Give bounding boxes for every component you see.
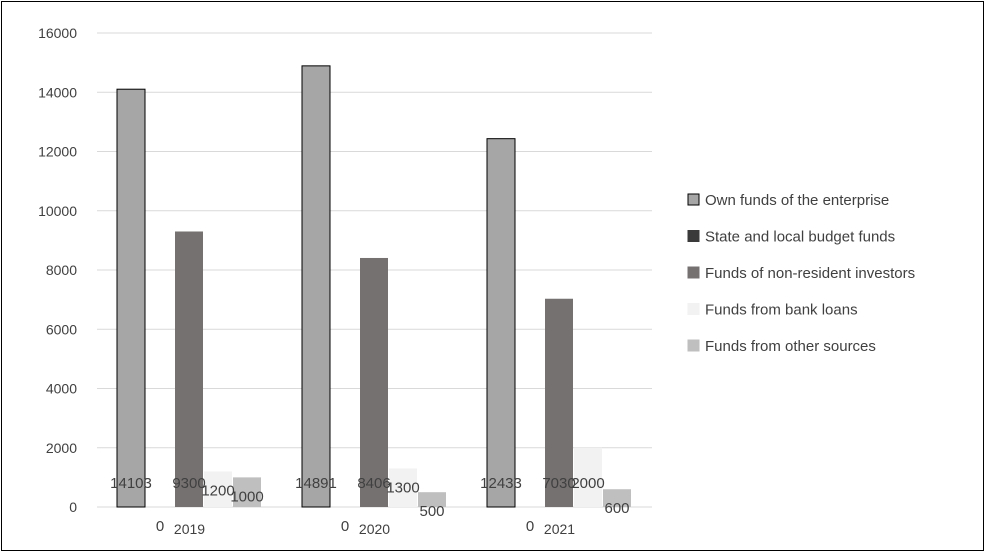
legend-label: Own funds of the enterprise	[705, 192, 889, 209]
bar-2020-2	[360, 257, 388, 507]
x-tick-label: 2021	[544, 521, 575, 537]
bar-2020-4	[418, 492, 446, 507]
bar-2019-2	[175, 231, 203, 508]
data-label: 8406	[357, 475, 390, 492]
y-tick-label: 2000	[46, 440, 77, 456]
legend-label: Funds of non-resident investors	[705, 265, 915, 282]
data-label: 1300	[386, 479, 419, 496]
y-tick-label: 8000	[46, 262, 77, 278]
y-tick-label: 10000	[38, 203, 77, 219]
legend-swatch	[687, 266, 700, 279]
y-tick-label: 4000	[46, 381, 77, 397]
bar-2021-3	[574, 447, 602, 507]
bar-2021-0	[486, 138, 516, 508]
data-label: 1000	[230, 488, 263, 505]
legend-label: Funds from other sources	[705, 338, 876, 355]
legend-swatch	[687, 303, 700, 315]
data-label: 7030	[542, 475, 575, 492]
bars	[116, 65, 631, 508]
bar-2019-4	[233, 477, 261, 507]
y-axis-ticks: 0 2000 4000 6000 8000 10000 12000 14000 16000	[38, 25, 77, 515]
legend-swatch	[687, 230, 700, 242]
data-label: 14103	[110, 475, 152, 492]
bar-2019-0	[116, 88, 146, 508]
data-label: 0	[526, 518, 534, 535]
data-label: 12433	[480, 475, 522, 492]
legend-label: State and local budget funds	[705, 229, 895, 246]
data-label: 9300	[172, 475, 205, 492]
data-label: 600	[604, 500, 629, 517]
data-label: 2000	[571, 475, 604, 492]
x-tick-label: 2020	[359, 521, 390, 537]
bar-2021-2	[545, 298, 573, 507]
legend-swatch	[687, 339, 700, 352]
data-label: 0	[156, 518, 164, 535]
bar-2019-3	[204, 471, 232, 507]
y-tick-label: 14000	[38, 84, 77, 100]
bar-2020-3	[389, 468, 417, 507]
data-label: 0	[341, 518, 349, 535]
legend: Own funds of the enterprise State and loc…	[687, 192, 915, 355]
x-axis-ticks: 2019 2020 2021	[174, 521, 575, 537]
data-label: 500	[419, 503, 444, 520]
x-tick-label: 2019	[174, 521, 205, 537]
bar-2020-0	[301, 65, 331, 508]
legend-label: Funds from bank loans	[705, 302, 858, 319]
y-tick-label: 6000	[46, 321, 77, 337]
y-tick-label: 12000	[38, 144, 77, 160]
y-tick-label: 0	[69, 499, 77, 515]
bar-2021-4	[603, 489, 631, 507]
data-label: 14891	[295, 475, 337, 492]
y-tick-label: 16000	[38, 25, 77, 41]
legend-swatch	[687, 193, 700, 206]
data-label: 1200	[201, 482, 234, 499]
